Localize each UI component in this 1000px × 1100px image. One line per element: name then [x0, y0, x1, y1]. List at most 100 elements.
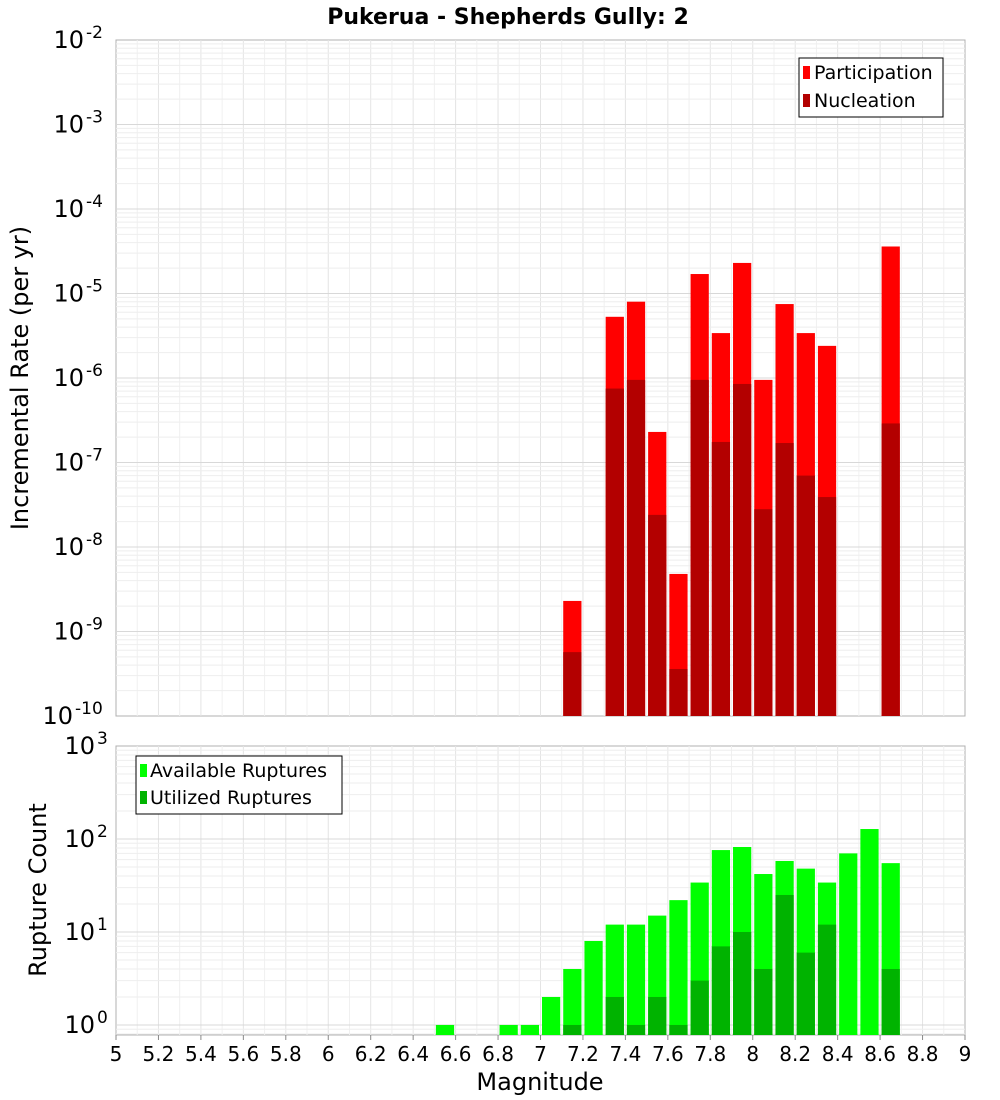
y-tick-exponent: -7: [86, 446, 103, 466]
y-tick-label: 10 -6: [53, 361, 103, 392]
utilized-legend-label: Utilized Ruptures: [150, 787, 312, 809]
bar-available-ruptures: [499, 1024, 518, 1035]
x-tick-label: 5.4: [185, 1042, 217, 1066]
y-tick-exponent: -8: [86, 530, 103, 550]
bar-nucleation: [605, 388, 624, 716]
bar-nucleation: [817, 497, 837, 716]
y-tick-label: 10 -7: [53, 446, 103, 477]
x-tick-label: 8.6: [864, 1042, 896, 1066]
y-tick-base: 10: [53, 533, 84, 561]
bar-nucleation: [711, 441, 731, 716]
bar-available-ruptures: [520, 1024, 539, 1035]
bar-utilized-ruptures: [669, 1024, 688, 1035]
y-tick-base: 10: [64, 1011, 95, 1039]
y-tick-exponent: 3: [97, 729, 108, 749]
y-tick-exponent: -9: [86, 615, 103, 635]
x-tick-label: 8.4: [822, 1042, 854, 1066]
bar-nucleation: [648, 514, 667, 716]
bar-available-ruptures: [669, 900, 688, 1035]
y-tick-base: 10: [64, 918, 95, 946]
bar-utilized-ruptures: [817, 924, 837, 1035]
y-tick-label: 10 -2: [53, 23, 103, 54]
count-legend: Available Ruptures Utilized Ruptures: [135, 755, 343, 815]
y-tick-base: 10: [53, 364, 84, 392]
x-tick-label: 7.8: [694, 1042, 726, 1066]
rate-legend: Participation Nucleation: [798, 57, 944, 118]
y-tick-label: 10 2: [64, 822, 107, 853]
bar-nucleation: [733, 383, 752, 716]
y-tick-exponent: -2: [86, 23, 103, 43]
x-tick-label: 5: [110, 1042, 123, 1066]
available-legend-swatch: [140, 764, 147, 777]
chart-title: Pukerua - Shepherds Gully: 2: [327, 5, 689, 30]
y-tick-label: 10 -4: [53, 192, 103, 223]
x-tick-label: 9: [959, 1042, 972, 1066]
y-tick-label: 10 0: [64, 1008, 107, 1039]
y-tick-base: 10: [53, 618, 84, 646]
y-tick-base: 10: [53, 195, 84, 223]
y-tick-label: 10 1: [64, 915, 107, 946]
participation-legend-label: Participation: [814, 62, 933, 84]
bar-nucleation: [669, 668, 688, 716]
bar-nucleation: [881, 423, 900, 716]
bar-utilized-ruptures: [648, 996, 667, 1035]
bar-nucleation: [775, 443, 794, 716]
y-tick-base: 10: [53, 26, 84, 54]
count-bars: [435, 829, 900, 1035]
bar-utilized-ruptures: [775, 894, 794, 1035]
available-legend-label: Available Ruptures: [150, 760, 327, 782]
y-tick-exponent: 2: [97, 822, 108, 842]
bar-utilized-ruptures: [754, 968, 773, 1035]
y-tick-label: 10 -3: [53, 108, 103, 139]
nucleation-legend-swatch: [803, 94, 810, 107]
y-tick-exponent: -6: [86, 361, 103, 381]
x-tick-label: 7.4: [609, 1042, 641, 1066]
bar-utilized-ruptures: [626, 1024, 646, 1035]
bar-available-ruptures: [563, 968, 582, 1035]
y-tick-label: 10 -8: [53, 530, 103, 561]
x-tick-label: 6: [322, 1042, 335, 1066]
y-tick-exponent: -5: [86, 277, 103, 297]
count-y-axis-label: Rupture Count: [24, 803, 52, 977]
nucleation-legend-label: Nucleation: [814, 90, 916, 112]
x-tick-label: 6.4: [397, 1042, 429, 1066]
y-tick-exponent: 1: [97, 915, 108, 935]
utilized-legend-swatch: [140, 791, 147, 804]
bar-nucleation: [754, 509, 773, 716]
bar-utilized-ruptures: [733, 931, 752, 1035]
bar-utilized-ruptures: [881, 968, 900, 1035]
x-tick-label: 7.6: [652, 1042, 684, 1066]
magnitude-tick-labels: 5 5.2 5.4 5.6 5.8 6 6.2 6.4 6.6 6.8 7 7.2 7.4 7.6 7.8 8…: [110, 1035, 972, 1066]
x-tick-label: 6.2: [355, 1042, 387, 1066]
y-tick-base: 10: [64, 825, 95, 853]
y-tick-label: 10 -9: [53, 615, 103, 646]
y-tick-label: 10 -10: [42, 699, 102, 730]
rate-gridlines: [116, 40, 965, 716]
y-tick-exponent: 0: [97, 1008, 108, 1028]
bar-available-ruptures: [839, 853, 858, 1035]
y-tick-exponent: -4: [86, 192, 103, 212]
x-tick-label: 5.2: [143, 1042, 175, 1066]
participation-legend-swatch: [803, 66, 810, 79]
bar-utilized-ruptures: [711, 946, 731, 1035]
rate-legend-box: [798, 57, 944, 118]
y-tick-exponent: -10: [75, 699, 103, 719]
x-axis-label: Magnitude: [476, 1068, 603, 1096]
x-tick-label: 8.2: [779, 1042, 811, 1066]
bar-utilized-ruptures: [690, 980, 709, 1035]
bar-utilized-ruptures: [796, 952, 815, 1035]
bar-utilized-ruptures: [605, 996, 624, 1035]
x-tick-label: 5.6: [227, 1042, 259, 1066]
count-legend-box: [135, 755, 343, 815]
x-tick-label: 8.8: [907, 1042, 939, 1066]
x-tick-label: 7.2: [567, 1042, 599, 1066]
y-tick-label: 10 -5: [53, 277, 103, 308]
y-tick-label: 10 3: [64, 729, 107, 760]
x-tick-label: 6.6: [440, 1042, 472, 1066]
bar-nucleation: [796, 475, 815, 716]
